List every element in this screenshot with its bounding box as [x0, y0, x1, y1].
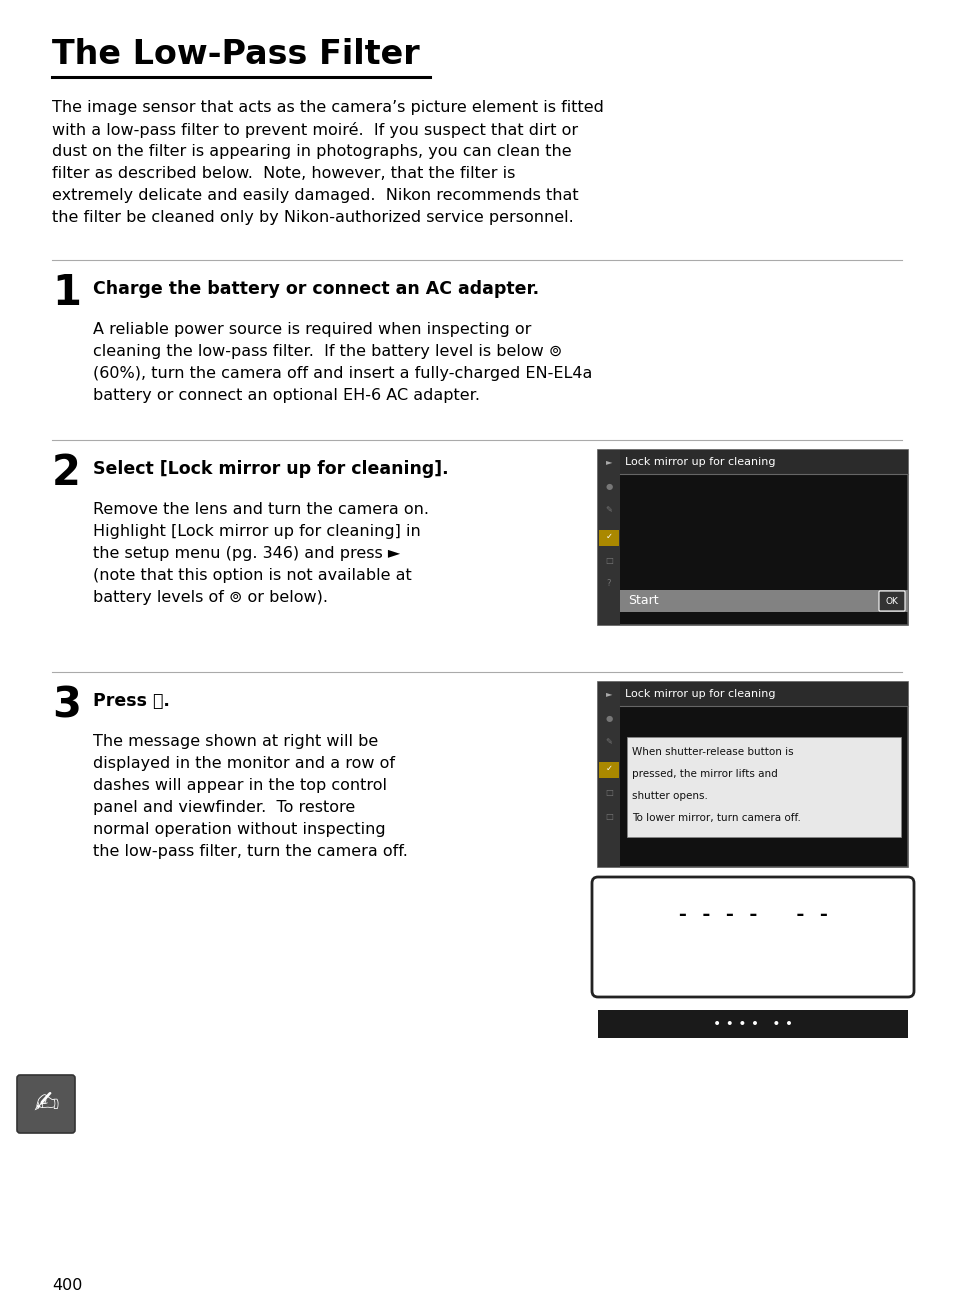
Text: To lower mirror, turn camera off.: To lower mirror, turn camera off. — [631, 813, 800, 823]
Text: battery or connect an optional EH-6 AC adapter.: battery or connect an optional EH-6 AC a… — [92, 388, 479, 403]
Text: panel and viewfinder.  To restore: panel and viewfinder. To restore — [92, 800, 355, 815]
Text: normal operation without inspecting: normal operation without inspecting — [92, 823, 385, 837]
Text: ●: ● — [605, 481, 612, 490]
Text: (60%), turn the camera off and insert a fully-charged EN-EL4a: (60%), turn the camera off and insert a … — [92, 367, 592, 381]
Text: □: □ — [604, 787, 612, 796]
Text: The Low-Pass Filter: The Low-Pass Filter — [52, 38, 419, 71]
Bar — [598, 449, 619, 625]
Text: filter as described below.  Note, however, that the filter is: filter as described below. Note, however… — [52, 166, 515, 181]
Bar — [598, 1010, 907, 1038]
Text: ✓: ✓ — [605, 531, 612, 540]
Text: Start: Start — [627, 594, 658, 607]
Text: ✎: ✎ — [605, 737, 612, 746]
Text: Charge the battery or connect an AC adapter.: Charge the battery or connect an AC adap… — [92, 280, 538, 298]
Text: Lock mirror up for cleaning: Lock mirror up for cleaning — [624, 689, 775, 699]
Text: 3: 3 — [52, 685, 81, 727]
Text: Select [Lock mirror up for cleaning].: Select [Lock mirror up for cleaning]. — [92, 460, 448, 478]
Text: the setup menu (pg. 346) and press ►: the setup menu (pg. 346) and press ► — [92, 547, 399, 561]
Text: A reliable power source is required when inspecting or: A reliable power source is required when… — [92, 322, 531, 336]
Text: dust on the filter is appearing in photographs, you can clean the: dust on the filter is appearing in photo… — [52, 145, 571, 159]
Bar — [619, 590, 907, 612]
Bar — [598, 682, 907, 867]
Text: battery levels of ⊚ or below).: battery levels of ⊚ or below). — [92, 590, 328, 604]
Text: with a low-pass filter to prevent moiré.  If you suspect that dirt or: with a low-pass filter to prevent moiré.… — [52, 122, 578, 138]
Text: dashes will appear in the top control: dashes will appear in the top control — [92, 778, 387, 794]
Text: When shutter-release button is: When shutter-release button is — [631, 746, 793, 757]
Text: ✓: ✓ — [605, 763, 612, 773]
FancyBboxPatch shape — [17, 1075, 75, 1133]
Text: □: □ — [604, 812, 612, 820]
FancyBboxPatch shape — [592, 876, 913, 997]
Text: Highlight [Lock mirror up for cleaning] in: Highlight [Lock mirror up for cleaning] … — [92, 524, 420, 539]
Text: The image sensor that acts as the camera’s picture element is fitted: The image sensor that acts as the camera… — [52, 100, 603, 116]
Text: shutter opens.: shutter opens. — [631, 791, 707, 802]
Text: cleaning the low-pass filter.  If the battery level is below ⊚: cleaning the low-pass filter. If the bat… — [92, 344, 561, 359]
Bar — [619, 449, 907, 474]
Text: extremely delicate and easily damaged.  Nikon recommends that: extremely delicate and easily damaged. N… — [52, 188, 578, 202]
Text: pressed, the mirror lifts and: pressed, the mirror lifts and — [631, 769, 777, 779]
Bar — [598, 530, 618, 547]
Text: - - - -   - -: - - - - - - — [676, 905, 828, 925]
Text: displayed in the monitor and a row of: displayed in the monitor and a row of — [92, 756, 395, 771]
Text: □: □ — [604, 556, 612, 565]
Text: 2: 2 — [52, 452, 81, 494]
Bar — [598, 762, 618, 778]
Bar — [598, 682, 619, 867]
Text: Lock mirror up for cleaning: Lock mirror up for cleaning — [624, 457, 775, 466]
Text: Remove the lens and turn the camera on.: Remove the lens and turn the camera on. — [92, 502, 429, 516]
Text: the filter be cleaned only by Nikon-authorized service personnel.: the filter be cleaned only by Nikon-auth… — [52, 210, 573, 225]
Text: Press ⓪.: Press ⓪. — [92, 692, 170, 710]
Text: OK: OK — [884, 597, 898, 606]
Text: ►: ► — [605, 457, 612, 466]
Text: ►: ► — [605, 690, 612, 699]
FancyBboxPatch shape — [878, 591, 904, 611]
Bar — [626, 737, 900, 837]
Text: ✎: ✎ — [605, 506, 612, 515]
Text: the low-pass filter, turn the camera off.: the low-pass filter, turn the camera off… — [92, 844, 408, 859]
Text: ●: ● — [605, 714, 612, 723]
Text: ?: ? — [606, 579, 611, 589]
Text: 1: 1 — [52, 272, 81, 314]
Text: 400: 400 — [52, 1279, 82, 1293]
Bar — [598, 449, 907, 625]
Text: • • • •   • •: • • • • • • — [712, 1017, 792, 1031]
Text: (note that this option is not available at: (note that this option is not available … — [92, 568, 412, 583]
Text: ✍: ✍ — [33, 1089, 59, 1118]
Bar — [619, 682, 907, 706]
Text: The message shown at right will be: The message shown at right will be — [92, 735, 377, 749]
